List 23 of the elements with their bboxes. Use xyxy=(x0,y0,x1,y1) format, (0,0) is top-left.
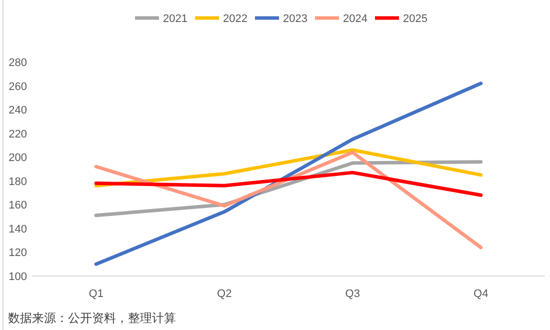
y-tick-label: 180 xyxy=(8,176,27,188)
line-series xyxy=(94,170,483,197)
y-tick-label: 220 xyxy=(8,128,27,140)
legend-label: 2021 xyxy=(163,13,188,25)
legend-label: 2024 xyxy=(343,13,368,25)
y-tick-label: 120 xyxy=(8,247,27,260)
x-tick-label: Q2 xyxy=(217,288,232,300)
y-tick-label: 280 xyxy=(8,57,27,69)
y-tick-label: 100 xyxy=(8,271,27,283)
y-tick-label: 260 xyxy=(8,80,27,93)
x-tick-label: Q3 xyxy=(345,288,360,300)
y-tick-label: 200 xyxy=(8,152,27,164)
y-tick-label: 240 xyxy=(8,104,27,117)
x-tick-label: Q4 xyxy=(474,288,488,300)
line-series xyxy=(94,150,483,250)
legend-label: 2025 xyxy=(403,13,428,25)
y-tick-label: 160 xyxy=(8,200,27,212)
line-series xyxy=(94,82,483,266)
legend-label: 2023 xyxy=(283,13,308,25)
x-tick-label: Q1 xyxy=(88,288,104,300)
y-tick-label: 140 xyxy=(8,223,27,236)
source-note: 数据来源：公开资料，整理计算 xyxy=(8,311,176,325)
legend-label: 2022 xyxy=(223,13,248,25)
